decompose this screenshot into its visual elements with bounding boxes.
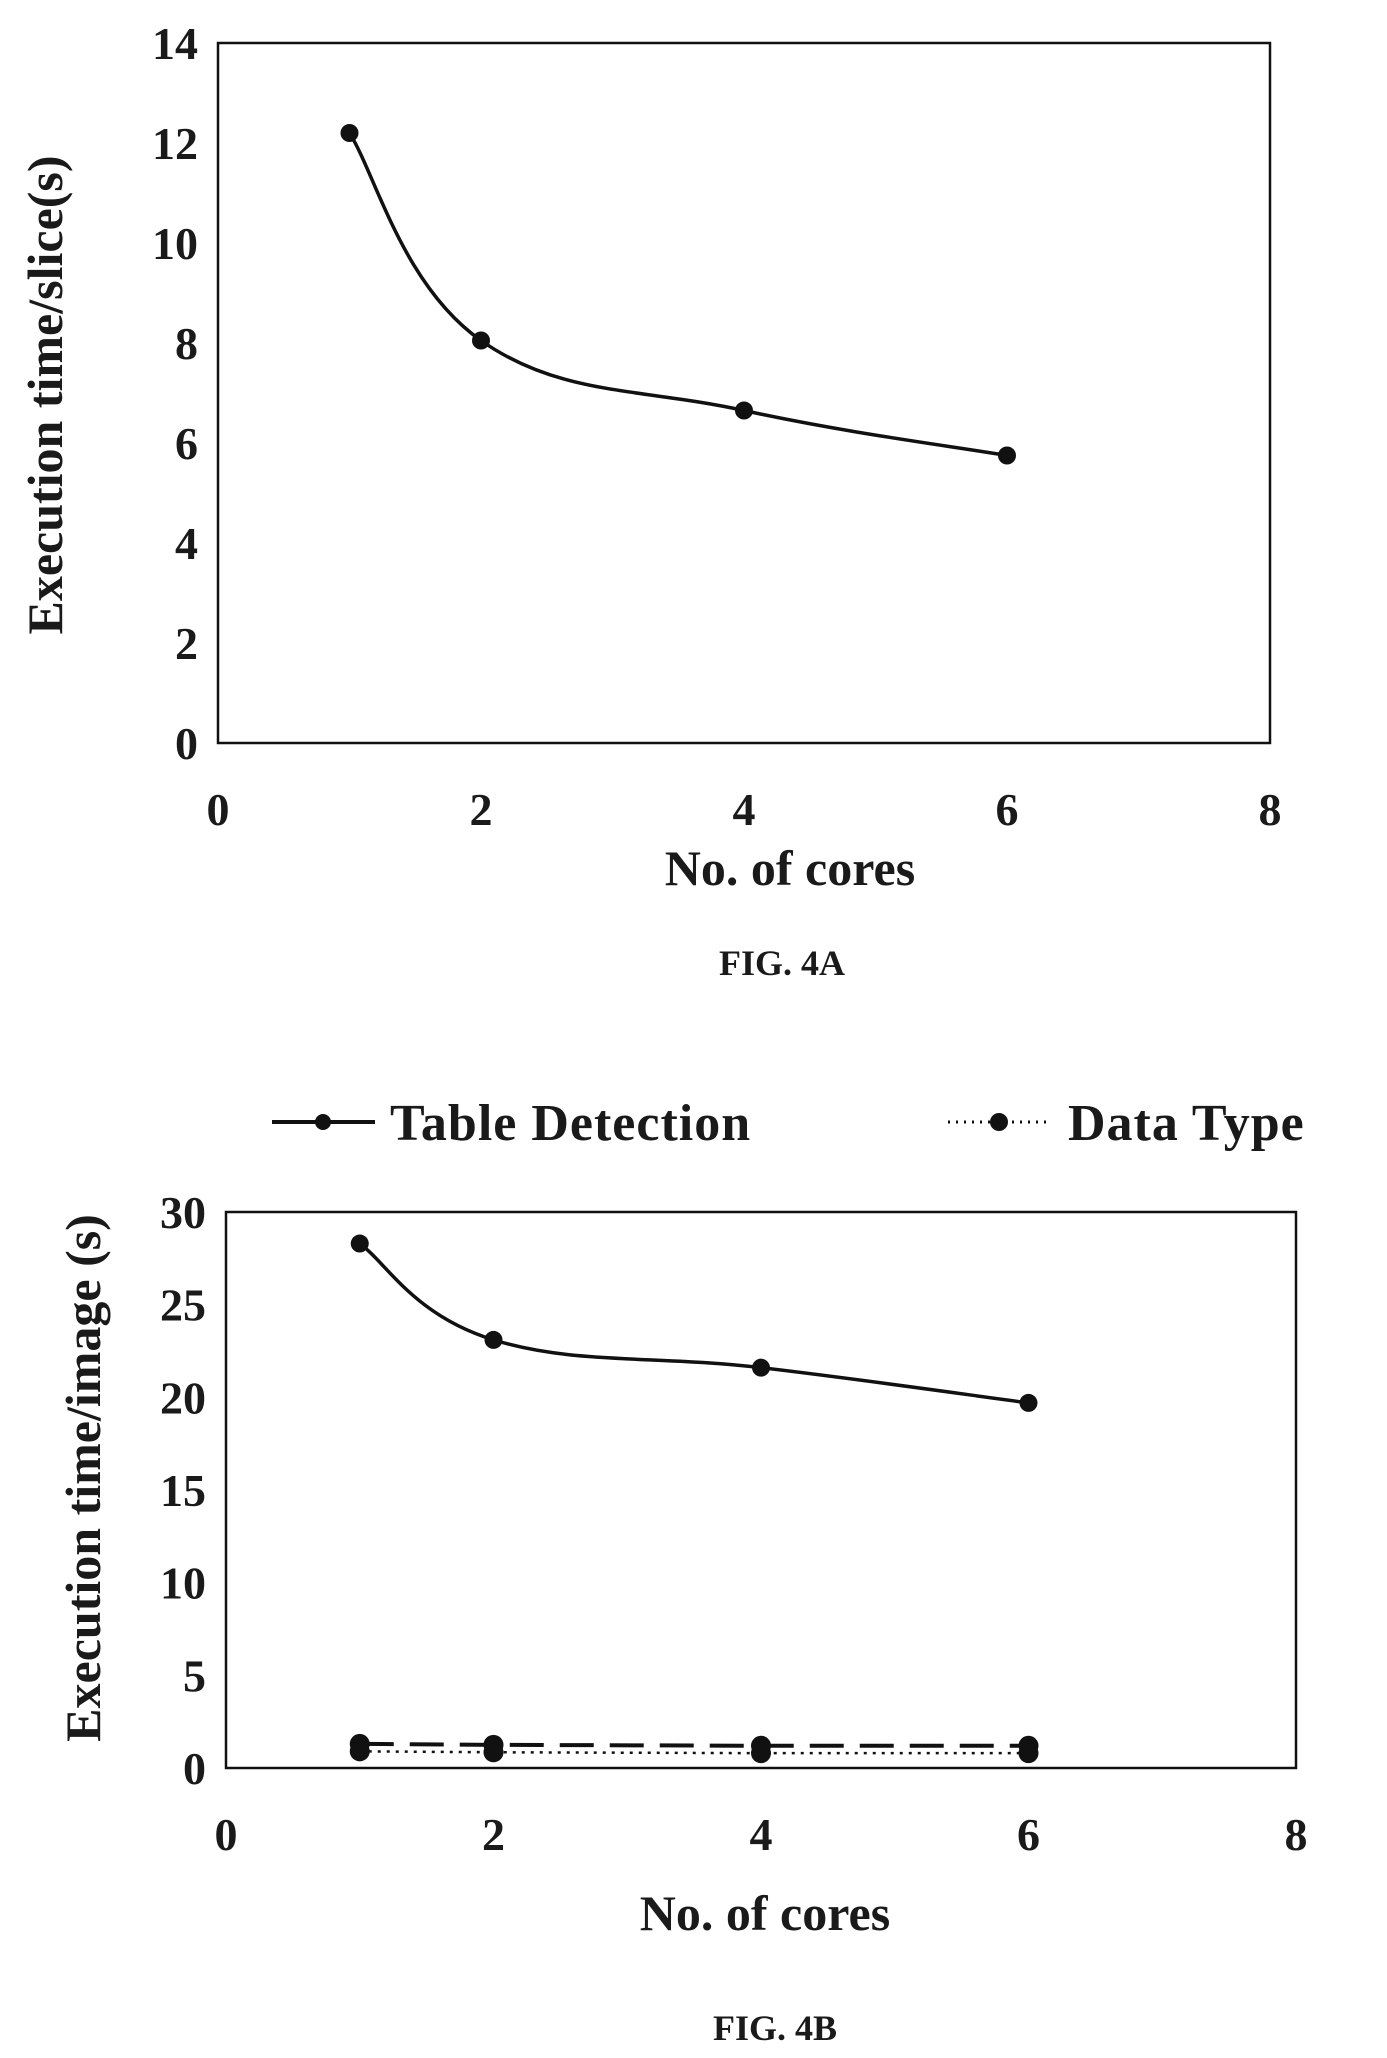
data-point: [752, 1358, 770, 1377]
chart-fig-4a: 0 2 4 6 8 10 12 14 0 2 4 6 8 No. of cores Execution…: [17, 18, 1282, 983]
series-lines-4a: [340, 124, 1016, 465]
legend-item-table-detection: Table Detection: [272, 1095, 751, 1152]
figure-caption-4a: FIG. 4A: [719, 943, 845, 983]
x-tick-label: 4: [750, 1809, 773, 1860]
y-tick-label: 20: [160, 1372, 206, 1423]
legend-item-data-type: Data Type: [948, 1095, 1305, 1152]
x-tick-label: 4: [733, 784, 756, 835]
y-tick-label: 8: [175, 318, 198, 369]
data-point: [350, 1234, 369, 1253]
data-point: [1018, 1743, 1039, 1764]
legend-label-data-type: Data Type: [1068, 1095, 1305, 1152]
y-tick-label: 10: [152, 218, 198, 269]
y-tick-label: 25: [160, 1280, 206, 1331]
legend-marker-solid: [315, 1114, 331, 1130]
y-tick-label: 6: [175, 418, 198, 469]
series-line-dotted: [359, 1750, 1029, 1755]
series-line-solid: [348, 132, 1008, 458]
y-axis-title-4b: Execution time/image (s): [55, 1214, 111, 1742]
x-axis-title-4a: No. of cores: [665, 840, 915, 896]
y-tick-label: 2: [175, 618, 198, 669]
plot-frame-4b: [224, 1210, 1298, 1770]
figure-caption-4b: FIG. 4B: [713, 2008, 837, 2048]
y-tick-label: 0: [183, 1743, 206, 1794]
y-tick-label: 10: [160, 1558, 206, 1609]
data-point: [735, 401, 753, 420]
x-tick-label: 2: [482, 1809, 505, 1860]
x-tick-label: 0: [215, 1809, 238, 1860]
y-tick-label: 4: [175, 518, 198, 569]
x-axis-title-4b: No. of cores: [640, 1885, 890, 1941]
legend-label-table-detection: Table Detection: [390, 1095, 751, 1152]
y-tick-label: 30: [160, 1187, 206, 1238]
legend-marker-dotted: [990, 1113, 1008, 1131]
y-tick-label: 14: [152, 18, 198, 69]
legend-4b: Table Detection Data Type: [272, 1095, 1305, 1152]
series-line-dashed: [359, 1741, 1029, 1748]
plot-frame-4a: [216, 41, 1272, 745]
y-tick-label: 12: [152, 118, 198, 169]
x-tick-label: 6: [1017, 1809, 1040, 1860]
x-tick-labels-4b: 0 2 4 6 8: [215, 1809, 1308, 1860]
data-point: [472, 331, 490, 350]
x-tick-label: 0: [207, 784, 230, 835]
y-tick-labels-4b: 0 5 10 15 20 25 30: [160, 1187, 206, 1794]
x-tick-label: 6: [996, 784, 1019, 835]
data-point: [483, 1742, 504, 1763]
data-point: [1019, 1393, 1038, 1412]
y-axis-title-4a: Execution time/slice(s): [17, 155, 73, 634]
data-point: [340, 124, 359, 142]
series-lines-4b: [349, 1234, 1039, 1764]
x-tick-label: 2: [470, 784, 493, 835]
y-tick-label: 0: [175, 718, 198, 769]
series-line-solid: [358, 1242, 1029, 1405]
x-tick-label: 8: [1259, 784, 1282, 835]
data-point: [349, 1741, 370, 1762]
data-point: [998, 446, 1016, 465]
y-tick-labels-4a: 0 2 4 6 8 10 12 14: [152, 18, 198, 769]
data-point: [751, 1743, 771, 1764]
x-tick-label: 8: [1285, 1809, 1308, 1860]
y-tick-label: 5: [183, 1650, 206, 1701]
y-tick-label: 15: [160, 1465, 206, 1516]
x-tick-labels-4a: 0 2 4 6 8: [207, 784, 1282, 835]
data-point: [484, 1330, 503, 1349]
